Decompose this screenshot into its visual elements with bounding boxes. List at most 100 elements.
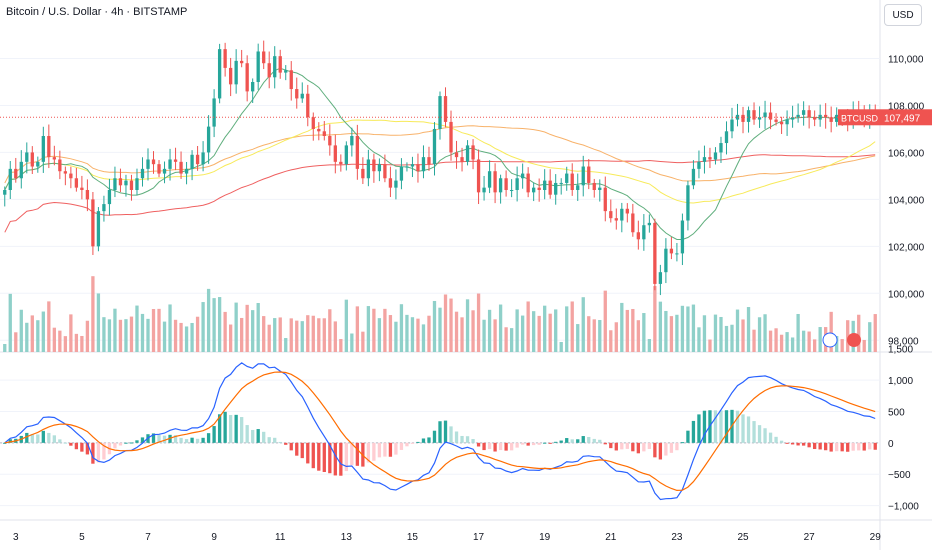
volume-bar bbox=[432, 300, 437, 352]
candle-body bbox=[251, 82, 255, 92]
candle-body bbox=[179, 161, 183, 174]
macd-histogram-bar bbox=[576, 439, 580, 443]
macd-histogram-bar bbox=[851, 442, 855, 451]
volume-bar bbox=[372, 308, 376, 352]
candle-body bbox=[741, 114, 745, 122]
candle-body bbox=[74, 178, 79, 188]
volume-bar bbox=[47, 301, 51, 352]
volume-bar bbox=[680, 305, 685, 352]
macd-histogram-bar bbox=[63, 442, 68, 444]
time-tick-label: 19 bbox=[539, 532, 551, 543]
candle-body bbox=[614, 218, 618, 221]
macd-histogram-bar bbox=[598, 439, 602, 443]
candle-body bbox=[140, 168, 145, 179]
volume-bar bbox=[642, 313, 646, 352]
macd-histogram-bar bbox=[394, 442, 398, 455]
macd-histogram-bar bbox=[520, 442, 525, 445]
candle-body bbox=[383, 164, 387, 179]
currency-button[interactable]: USD bbox=[884, 4, 922, 26]
time-tick-label: 13 bbox=[341, 532, 353, 543]
volume-bar bbox=[537, 315, 541, 352]
candle-body bbox=[322, 131, 326, 136]
volume-bar bbox=[846, 320, 850, 352]
macd-histogram-bar bbox=[69, 442, 73, 446]
volume-bar bbox=[25, 322, 29, 352]
candle-body bbox=[206, 126, 211, 153]
volume-bar bbox=[102, 317, 106, 352]
candle-body bbox=[377, 164, 382, 172]
volume-bar bbox=[355, 306, 360, 352]
volume-bar bbox=[504, 327, 508, 352]
candle-body bbox=[162, 168, 167, 174]
macd-histogram-bar bbox=[625, 442, 629, 449]
candle-body bbox=[278, 56, 282, 73]
macd-histogram-bar bbox=[532, 442, 536, 446]
volume-bar bbox=[234, 302, 238, 352]
volume-bar bbox=[493, 319, 497, 352]
candle-body bbox=[366, 159, 371, 179]
volume-bar bbox=[212, 298, 216, 352]
macd-histogram-bar bbox=[52, 435, 56, 443]
macd-histogram-bar bbox=[774, 436, 778, 443]
candle-body bbox=[763, 112, 767, 118]
macd-histogram-bar bbox=[118, 442, 123, 446]
macd-histogram-bar bbox=[835, 442, 839, 452]
volume-bar bbox=[361, 331, 365, 352]
volume-bar bbox=[366, 306, 371, 352]
candle-body bbox=[102, 204, 106, 212]
candle-body bbox=[570, 173, 574, 190]
macd-histogram-bar bbox=[36, 434, 40, 443]
macd-histogram-bar bbox=[355, 442, 360, 466]
macd-histogram-bar bbox=[658, 442, 663, 460]
candle-body bbox=[240, 60, 244, 64]
macd-histogram-bar bbox=[807, 442, 811, 448]
macd-histogram-bar bbox=[328, 442, 332, 474]
volume-bar bbox=[80, 335, 84, 352]
volume-bar bbox=[576, 324, 580, 352]
macd-histogram-bar bbox=[179, 437, 183, 443]
candle-body bbox=[306, 93, 310, 118]
candle-body bbox=[256, 51, 260, 82]
macd-histogram-bar bbox=[642, 442, 646, 452]
candle-body bbox=[96, 211, 101, 247]
candle-body bbox=[201, 152, 205, 165]
macd-histogram-bar bbox=[812, 442, 817, 450]
macd-histogram-bar bbox=[840, 442, 844, 452]
volume-bar bbox=[63, 336, 68, 352]
candle-body bbox=[796, 114, 800, 118]
volume-bar bbox=[328, 309, 332, 352]
macd-histogram-bar bbox=[377, 442, 382, 458]
volume-bar bbox=[526, 301, 530, 352]
candle-body bbox=[217, 49, 222, 99]
volume-bar bbox=[498, 304, 503, 352]
candle-body bbox=[432, 128, 437, 165]
candle-body bbox=[598, 187, 602, 190]
macd-histogram-bar bbox=[581, 436, 585, 443]
macd-histogram-bar bbox=[333, 442, 337, 476]
candle-body bbox=[328, 136, 332, 146]
volume-bar bbox=[752, 329, 756, 352]
macd-histogram-bar bbox=[498, 442, 503, 451]
candle-body bbox=[405, 166, 409, 168]
candle-body bbox=[664, 248, 668, 273]
volume-bar bbox=[394, 321, 398, 352]
volume-bar bbox=[157, 308, 161, 352]
macd-histogram-bar bbox=[421, 438, 426, 443]
macd-histogram-bar bbox=[559, 440, 563, 443]
candle-body bbox=[509, 190, 514, 191]
volume-bar bbox=[223, 311, 227, 352]
flag-icon bbox=[847, 333, 861, 347]
candle-body bbox=[576, 185, 580, 190]
volume-bar bbox=[581, 297, 585, 352]
macd-histogram-bar bbox=[752, 421, 756, 443]
candle-body bbox=[697, 161, 701, 169]
volume-bar bbox=[300, 321, 304, 352]
candle-body bbox=[30, 152, 34, 167]
volume-bar bbox=[146, 318, 150, 352]
candle-body bbox=[790, 117, 795, 120]
candle-body bbox=[658, 272, 663, 284]
candle-body bbox=[416, 164, 420, 172]
volume-bar bbox=[614, 322, 618, 352]
candle-body bbox=[620, 208, 624, 221]
